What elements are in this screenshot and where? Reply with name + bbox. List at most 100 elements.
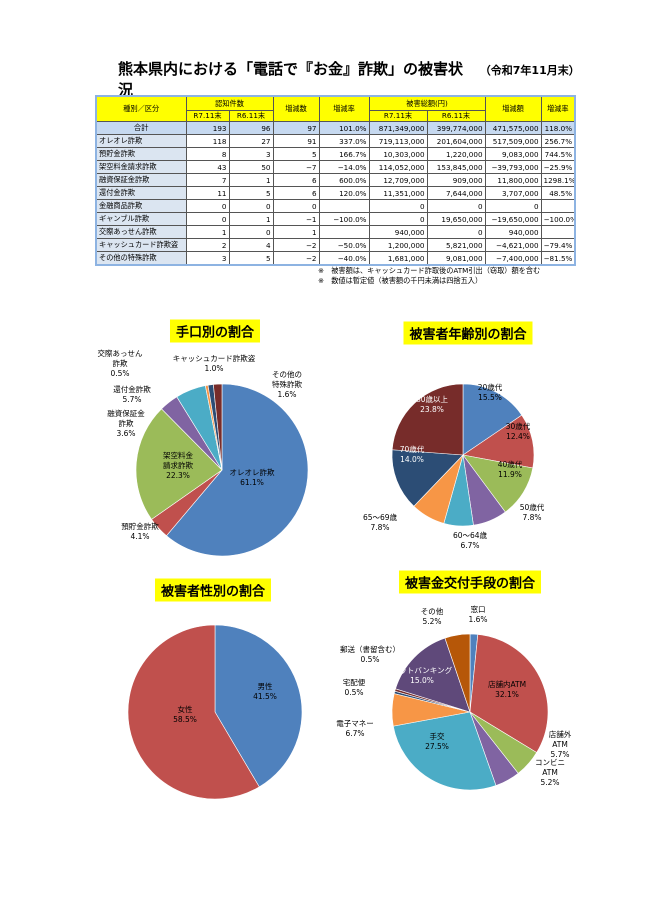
slice-category: 50歳代 (519, 503, 545, 512)
slice-category: 店舗内ATM (487, 680, 527, 689)
slice-label: 70歳代 14.0% (400, 445, 425, 465)
slice-category: コンビニ ATM (535, 758, 565, 777)
slice-label: 店舗外 ATM 5.7% (549, 730, 572, 760)
note: ※ 被害額は、キャッシュカード詐取後のATM引出（窃取）額を含む (318, 266, 541, 275)
pie-title: 被害者性別の割合 (154, 578, 272, 602)
table-row: オレオレ詐欺 118 27 91 337.0% 719,113,000 201,604,00… (95, 134, 576, 148)
slice-label: 架空料金 請求詐欺 22.3% (163, 451, 193, 481)
slice-value: 5.7% (550, 750, 570, 759)
table-cell: 金融商品詐欺 (95, 199, 187, 213)
slice-category: 男性 (257, 682, 273, 691)
table-row: 金融商品詐欺 0 0 0 0 0 0 (95, 199, 576, 213)
slice-category: その他の 特殊詐欺 (272, 370, 302, 389)
table-cell: キャッシュカード詐欺盗 (95, 238, 187, 252)
slice-value: 27.5% (425, 742, 449, 751)
table-row: その他の特殊詐欺 3 5 −2 −40.0% 1,681,000 9,081,000 −7,4… (95, 251, 576, 266)
page-title-note: （令和7年11月末） (479, 64, 580, 77)
table-cell: 5,821,000 (426, 238, 486, 252)
slice-value: 0.5% (344, 688, 364, 697)
table-cell: 合計 (95, 121, 187, 135)
table-cell: 3 (185, 251, 230, 266)
table-row: 交際あっせん詐欺 1 0 1 940,000 0 940,000 (95, 225, 576, 239)
header-row: R7.11末 R6.11末 R7.11末 R6.11末 (96, 110, 575, 122)
title-block: 熊本県内における「電話で『お金』詐欺」の被害状況 （令和7年11月末） (118, 58, 580, 100)
slice-label: 宅配便 0.5% (343, 678, 366, 698)
slice-value: 7.8% (370, 523, 390, 532)
slice-label: 40歳代 11.9% (498, 460, 523, 480)
table-cell: −81.5% (540, 251, 576, 266)
slice-category: キャッシュカード詐欺盗 (172, 354, 256, 363)
slice-value: 58.5% (173, 715, 197, 724)
header-cell: 増減率 (540, 95, 576, 122)
table-cell: 9,081,000 (426, 251, 486, 266)
table-cell: その他の特殊詐欺 (95, 251, 187, 266)
notes: ※ 被害額は、キャッシュカード詐取後のATM引出（窃取）額を含む ※ 数値は暫定… (318, 266, 540, 286)
page-title: 熊本県内における「電話で『お金』詐欺」の被害状況 (118, 60, 464, 99)
slice-value: 3.6% (116, 429, 136, 438)
pie-slice (391, 383, 464, 456)
slice-value: 0.5% (360, 655, 380, 664)
pie-slice (462, 383, 523, 456)
stats-table: 種別／区分 認知件数 増減数 増減率 被害総額(円) 増減額 増減率 R7.11… (95, 95, 577, 266)
pie-title: 被害金交付手段の割合 (398, 570, 542, 594)
header-cell: 被害総額(円) (368, 95, 486, 111)
slice-label: ネットバンキング 15.0% (392, 666, 452, 686)
slice-value: 6.7% (460, 541, 480, 550)
slice-label: 65～69歳 7.8% (363, 513, 397, 533)
slice-value: 14.0% (400, 455, 424, 464)
slice-label: 男性 41.5% (253, 682, 277, 702)
slice-label: 店舗内ATM 32.1% (488, 680, 526, 700)
slice-label: 80歳以上 23.8% (416, 395, 448, 415)
slice-label: 女性 58.5% (173, 705, 197, 725)
slice-label: 手交 27.5% (425, 732, 449, 752)
pie-slice (392, 711, 497, 791)
slice-value: 23.8% (420, 405, 444, 414)
table-cell: オレオレ詐欺 (95, 134, 187, 148)
slice-label: 預貯金詐欺 4.1% (121, 522, 159, 542)
slice-value: 15.0% (410, 676, 434, 685)
slice-label: 郵送（書留含む） 0.5% (340, 645, 400, 665)
slice-value: 1.6% (277, 390, 297, 399)
table-cell: 融資保証金詐欺 (95, 173, 187, 187)
slice-category: 融資保証金 詐欺 (107, 409, 145, 428)
slice-category: 架空料金 請求詐欺 (163, 451, 193, 470)
pie-slice (213, 383, 223, 471)
pie-title: 被害者年齢別の割合 (403, 321, 533, 345)
table-cell: −79.4% (540, 238, 576, 252)
slice-label: 20歳代 15.5% (478, 383, 503, 403)
table-row: 合計 193 96 97 101.0% 871,349,000 399,774,000 471… (95, 121, 576, 135)
table-row: 融資保証金詐欺 7 1 6 600.0% 12,709,000 909,000 11,800,… (95, 173, 576, 187)
slice-value: 4.1% (130, 532, 150, 541)
slice-value: 5.2% (422, 617, 442, 626)
pie-title: 手口別の割合 (169, 319, 261, 343)
slice-label: コンビニ ATM 5.2% (535, 758, 565, 788)
pie-slice (391, 449, 464, 507)
slice-category: 窓口 (470, 605, 486, 614)
slice-value: 22.3% (166, 471, 190, 480)
slice-category: ネットバンキング (391, 666, 453, 675)
slice-category: 手交 (429, 732, 445, 741)
slice-category: 70歳代 (399, 445, 425, 454)
slice-category: 預貯金詐欺 (121, 522, 159, 531)
slice-label: 50歳代 7.8% (520, 503, 545, 523)
table-cell: 471,575,000 (484, 121, 542, 135)
slice-category: 60～64歳 (452, 531, 488, 540)
slice-value: 5.7% (122, 395, 142, 404)
table-row: 還付金詐欺 11 5 6 120.0% 11,351,000 7,644,000 3,707,… (95, 186, 576, 200)
slice-category: 電子マネー (336, 719, 374, 728)
table-cell: 4 (228, 238, 274, 252)
pie-slice (166, 383, 309, 557)
pie-slice (444, 633, 471, 713)
table-cell: 5 (228, 251, 274, 266)
slice-category: オレオレ詐欺 (229, 468, 275, 477)
slice-value: 6.7% (345, 729, 365, 738)
slice-label: 交際あっせん 詐欺 0.5% (98, 349, 143, 379)
pie-slice (135, 408, 223, 520)
slice-category: 20歳代 (477, 383, 503, 392)
table-row: キャッシュカード詐欺盗 2 4 −2 −50.0% 1,200,000 5,821,000−… (95, 238, 576, 252)
slice-label: その他 5.2% (421, 607, 444, 627)
slice-label: 還付金詐欺 5.7% (113, 385, 151, 405)
slice-value: 41.5% (253, 692, 277, 701)
note: ※ 数値は暫定値（被害額の千円未満は四捨五入） (318, 276, 483, 285)
